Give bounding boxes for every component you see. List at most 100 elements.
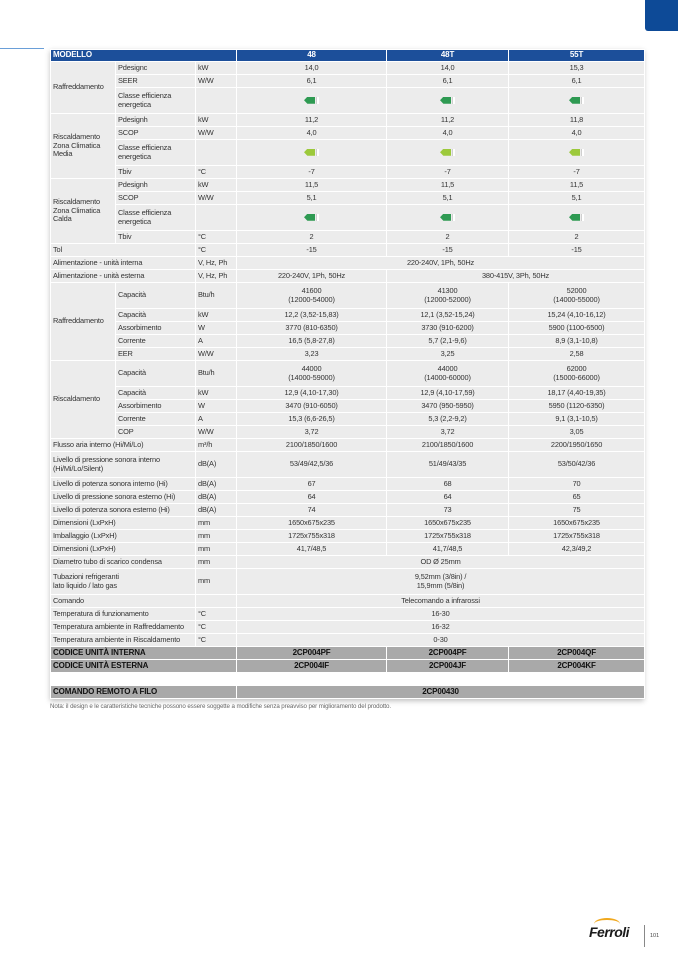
- row-label: Pdesignh: [115, 178, 196, 192]
- row-label: SEER: [115, 74, 196, 88]
- spec-table-container: MODELLO 48 48T 55T Raffreddamento Pdesign…: [49, 49, 646, 699]
- value-cell: 15,3: [508, 61, 646, 75]
- value-cell: 2: [508, 230, 646, 244]
- value-cell: 5,1: [386, 191, 510, 205]
- row-label: Tbiv: [115, 165, 196, 179]
- code-label: CODICE UNITÀ INTERNA: [49, 646, 238, 660]
- row-label: Livello di pressione sonora esterno (Hi): [50, 490, 196, 504]
- table-row: Corrente A 15,3 (6,6-26,5) 5,3 (2,2-9,2) 9,1…: [51, 412, 646, 426]
- value-cell: 52000 (14000-55000): [508, 282, 646, 309]
- value-cell: 11,5: [236, 178, 388, 192]
- table-row: Raffreddamento Capacità Btu/h 41600 (12000-…: [50, 282, 646, 361]
- table-row: Livello di potenza sonora interno (Hi) dB…: [50, 477, 646, 491]
- value-cell: 5,7 (2,1-9,6): [386, 334, 510, 348]
- header-model-48t: 48T: [386, 49, 510, 62]
- table-row: Temperatura ambiente in Raffreddamento °C…: [50, 620, 646, 634]
- value-cell: -7: [386, 165, 510, 179]
- energy-scale-icon: [581, 96, 585, 104]
- value-cell: 3,72: [386, 425, 510, 439]
- code-row: CODICE UNITÀ ESTERNA 2CP004IF 2CP004JF 2CP0…: [49, 659, 646, 673]
- table-row: SEER W/W 6,1 6,1 6,1: [51, 74, 646, 88]
- value-cell: 15,3 (6,6-26,5): [236, 412, 388, 426]
- value-cell: 3,25: [386, 347, 510, 361]
- energy-scale-icon: [452, 213, 456, 221]
- value-cell: 12,9 (4,10-17,59): [386, 386, 510, 400]
- value-cell: 2CP00430: [236, 685, 646, 699]
- unit-cell: kW: [194, 178, 238, 192]
- value-cell: 2CP004IF: [236, 659, 388, 673]
- section-tab: [645, 0, 678, 31]
- value-cell: 44000 (14000-59000): [236, 360, 388, 387]
- value-cell: 53/49/42,5/36: [236, 451, 388, 478]
- energy-scale-icon: [316, 148, 320, 156]
- unit-cell: Btu/h: [194, 282, 238, 309]
- value-cell: 2200/1950/1650: [508, 438, 646, 452]
- unit-cell: V, Hz, Ph: [194, 269, 238, 283]
- ferroli-logo-arc: [594, 918, 620, 930]
- value-cell: [386, 139, 510, 166]
- unit-cell: dB(A): [194, 490, 238, 504]
- value-cell: -7: [236, 165, 388, 179]
- header-row: MODELLO 48 48T 55T: [49, 49, 646, 62]
- energy-class-badge-icon: [440, 213, 456, 221]
- value-cell: 3,23: [236, 347, 388, 361]
- unit-cell: kW: [194, 113, 238, 127]
- value-cell: 4,0: [236, 126, 388, 140]
- value-cell: 2100/1850/1600: [386, 438, 510, 452]
- value-cell: 2: [386, 230, 510, 244]
- energy-class-badge-icon: [440, 148, 456, 156]
- row-label: Dimensioni (LxPxH): [50, 542, 196, 556]
- spacer-cell: [49, 672, 646, 686]
- row-label: Capacità: [115, 308, 196, 322]
- unit-cell: dB(A): [194, 451, 238, 478]
- value-cell: 4,0: [386, 126, 510, 140]
- value-cell: 12,2 (3,52-15,83): [236, 308, 388, 322]
- table-row: Riscaldamento Zona Climatica Media Pdesig…: [50, 113, 646, 179]
- row-label: Livello di potenza sonora esterno (Hi): [50, 503, 196, 517]
- row-label: Tbiv: [115, 230, 196, 244]
- value-cell: 41300 (12000-52000): [386, 282, 510, 309]
- value-cell: 5900 (1100-6500): [508, 321, 646, 335]
- table-row: Classe efficienza energetica: [51, 139, 646, 166]
- value-cell: 41600 (12000-54000): [236, 282, 388, 309]
- value-cell: 3730 (910-6200): [386, 321, 510, 335]
- value-cell: 6,1: [508, 74, 646, 88]
- table-row: EER W/W 3,23 3,25 2,58: [51, 347, 646, 361]
- value-cell: 220-240V, 1Ph, 50Hz: [236, 269, 388, 283]
- value-cell: 2100/1850/1600: [236, 438, 388, 452]
- unit-cell: W/W: [194, 425, 238, 439]
- value-cell: 16,5 (5,8-27,8): [236, 334, 388, 348]
- spacer-row: [49, 672, 646, 686]
- value-cell: 5,1: [508, 191, 646, 205]
- value-cell: 11,5: [508, 178, 646, 192]
- value-cell: 1725x755x318: [508, 529, 646, 543]
- value-cell: [236, 87, 388, 114]
- table-row: Riscaldamento Capacità Btu/h 44000 (14000-5…: [50, 360, 646, 439]
- value-cell: -15: [236, 243, 388, 257]
- unit-cell: °C: [194, 243, 238, 257]
- unit-cell: [194, 139, 238, 166]
- unit-cell: Btu/h: [194, 360, 238, 387]
- row-label: Classe efficienza energetica: [115, 87, 196, 114]
- energy-arrow-icon: [569, 213, 581, 221]
- value-cell: 3,05: [508, 425, 646, 439]
- row-label: COP: [115, 425, 196, 439]
- energy-scale-icon: [452, 96, 456, 104]
- row-label: Capacità: [115, 360, 196, 387]
- value-cell: -15: [386, 243, 510, 257]
- table-row: Classe efficienza energetica: [51, 204, 646, 231]
- unit-cell: [194, 87, 238, 114]
- table-row: Flusso aria interno (Hi/Mi/Lo) m³/h 2100/1…: [50, 438, 646, 452]
- value-cell: 73: [386, 503, 510, 517]
- unit-cell: m³/h: [194, 438, 238, 452]
- table-row: Tol °C -15 -15 -15: [50, 243, 646, 257]
- table-row: Tbiv °C 2 2 2: [51, 230, 646, 244]
- unit-cell: kW: [194, 386, 238, 400]
- unit-cell: °C: [194, 165, 238, 179]
- value-cell: 74: [236, 503, 388, 517]
- unit-cell: mm: [194, 529, 238, 543]
- row-label: EER: [115, 347, 196, 361]
- value-cell: 3,72: [236, 425, 388, 439]
- value-cell: 53/50/42/36: [508, 451, 646, 478]
- energy-arrow-icon: [304, 148, 316, 156]
